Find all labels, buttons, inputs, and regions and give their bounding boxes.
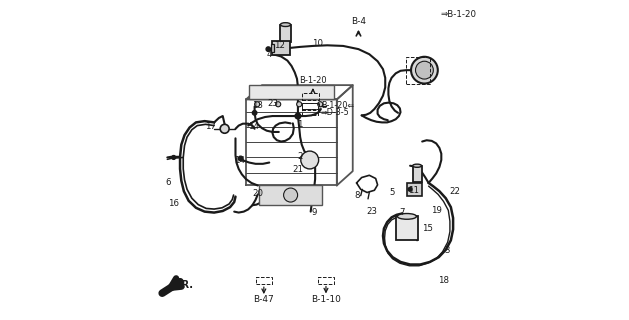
Text: 23: 23 (366, 207, 377, 216)
Text: 14: 14 (234, 156, 245, 165)
Bar (396, 216, 418, 240)
Circle shape (297, 102, 302, 107)
Text: 4: 4 (267, 50, 272, 59)
Text: 22: 22 (450, 188, 461, 196)
Circle shape (255, 102, 260, 107)
Bar (302, 103, 320, 110)
Text: 13: 13 (252, 101, 264, 110)
Circle shape (172, 156, 175, 159)
Text: 15: 15 (422, 224, 433, 233)
Bar (281, 25, 291, 42)
Bar (255, 277, 272, 284)
Bar (302, 93, 320, 100)
Text: 7: 7 (399, 208, 405, 217)
Ellipse shape (398, 213, 416, 219)
Text: FR.: FR. (175, 280, 193, 290)
Text: B-1-10: B-1-10 (311, 295, 341, 304)
Circle shape (238, 156, 243, 161)
Bar (249, 85, 333, 100)
Circle shape (301, 151, 319, 169)
Bar (406, 57, 430, 84)
Bar (303, 103, 318, 109)
Circle shape (266, 47, 270, 51)
Text: B-1-20: B-1-20 (299, 76, 326, 85)
Text: 17: 17 (206, 122, 216, 131)
Circle shape (411, 57, 438, 84)
Circle shape (318, 102, 323, 107)
Text: 14: 14 (248, 122, 260, 131)
Text: 2: 2 (298, 152, 303, 161)
Bar (270, 44, 274, 52)
Bar (407, 183, 422, 196)
Bar (413, 166, 421, 182)
Ellipse shape (413, 164, 421, 167)
Text: 20: 20 (252, 189, 264, 198)
Text: 1: 1 (298, 120, 303, 130)
Circle shape (408, 188, 412, 191)
Bar (259, 186, 323, 204)
Bar (303, 109, 318, 116)
Circle shape (284, 188, 298, 202)
Text: 21: 21 (292, 165, 303, 174)
Bar (318, 276, 334, 284)
Text: 11: 11 (408, 186, 419, 195)
Text: ⇒B-1-20: ⇒B-1-20 (440, 10, 476, 19)
Text: B-1-20⇐: B-1-20⇐ (321, 101, 354, 110)
Text: 6: 6 (166, 178, 171, 187)
Text: B-47: B-47 (253, 295, 274, 304)
Circle shape (416, 61, 433, 79)
Text: 23: 23 (267, 99, 279, 108)
Text: 5: 5 (390, 188, 395, 197)
Text: 9: 9 (311, 208, 316, 217)
Text: 19: 19 (431, 206, 442, 215)
Text: 16: 16 (168, 198, 179, 207)
Circle shape (220, 124, 229, 133)
Text: 3: 3 (444, 246, 450, 255)
Text: 18: 18 (438, 276, 449, 285)
Text: 10: 10 (312, 39, 323, 48)
Text: ⇒D-3-5: ⇒D-3-5 (321, 108, 350, 117)
Bar (272, 42, 290, 55)
Text: 8: 8 (355, 190, 360, 200)
Circle shape (252, 111, 257, 115)
Circle shape (295, 113, 301, 119)
Circle shape (296, 114, 300, 118)
Ellipse shape (281, 23, 291, 27)
Circle shape (276, 102, 281, 107)
Text: B-4: B-4 (351, 17, 366, 26)
Text: 12: 12 (274, 41, 285, 50)
